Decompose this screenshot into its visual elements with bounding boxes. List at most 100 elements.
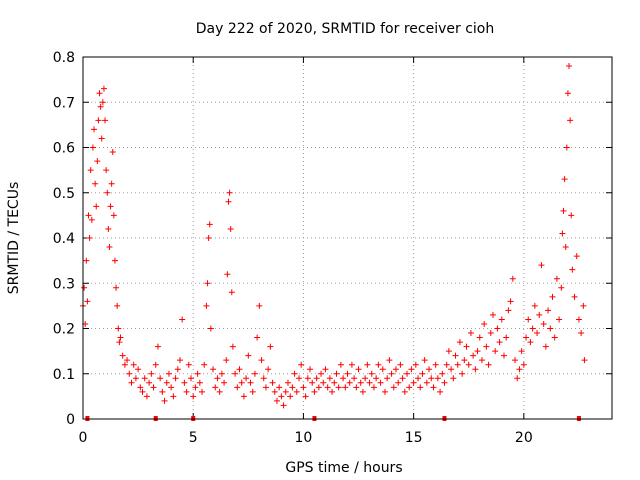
data-point — [273, 397, 280, 404]
data-point — [412, 361, 419, 368]
data-point — [421, 357, 428, 364]
data-point — [168, 384, 175, 391]
data-point — [410, 379, 417, 386]
data-point — [95, 117, 102, 124]
data-point — [141, 375, 148, 382]
data-point — [135, 366, 142, 373]
data-point — [207, 325, 214, 332]
data-point — [93, 203, 100, 210]
data-point — [276, 384, 283, 391]
y-tick-label: 0.1 — [53, 367, 75, 383]
data-point — [130, 361, 137, 368]
data-point — [454, 361, 461, 368]
data-point — [238, 379, 245, 386]
data-point — [212, 384, 219, 391]
data-point — [229, 343, 236, 350]
data-point — [284, 379, 291, 386]
data-point — [256, 302, 263, 309]
data-point — [397, 361, 404, 368]
data-point — [98, 135, 105, 142]
data-point — [245, 352, 252, 359]
data-point — [428, 375, 435, 382]
data-point — [165, 370, 172, 377]
data-point — [99, 99, 106, 106]
data-point — [386, 357, 393, 364]
data-point — [395, 379, 402, 386]
data-point — [340, 375, 347, 382]
data-point — [216, 388, 223, 395]
data-point — [126, 370, 133, 377]
data-point — [271, 388, 278, 395]
data-point — [115, 325, 122, 332]
data-point — [342, 384, 349, 391]
data-point — [249, 388, 256, 395]
data-point — [163, 379, 170, 386]
data-point — [102, 117, 109, 124]
data-point — [313, 375, 320, 382]
y-axis-label: SRMTID / TECUs — [6, 182, 22, 295]
data-point — [329, 388, 336, 395]
data-point — [232, 370, 239, 377]
data-point — [441, 379, 448, 386]
data-point — [575, 316, 582, 323]
data-point — [353, 384, 360, 391]
data-point — [518, 348, 525, 355]
data-point — [573, 253, 580, 260]
data-point — [443, 361, 450, 368]
data-point — [150, 384, 157, 391]
data-point — [476, 334, 483, 341]
data-point — [478, 357, 485, 364]
data-point — [109, 149, 116, 156]
data-point — [335, 384, 342, 391]
data-point — [311, 388, 318, 395]
data-point — [366, 379, 373, 386]
data-point — [293, 388, 300, 395]
data-point — [152, 361, 159, 368]
data-point — [296, 375, 303, 382]
data-point — [344, 370, 351, 377]
data-point — [426, 366, 433, 373]
data-point — [348, 361, 355, 368]
data-point — [85, 212, 92, 219]
data-point — [566, 63, 573, 70]
data-point — [185, 361, 192, 368]
data-point — [553, 275, 560, 282]
x-tick-label: 0 — [79, 430, 88, 446]
data-point — [355, 366, 362, 373]
data-point — [243, 375, 250, 382]
data-point — [465, 361, 472, 368]
data-point — [459, 370, 466, 377]
data-point — [392, 366, 399, 373]
data-point — [143, 393, 150, 400]
data-point — [86, 235, 93, 241]
y-tick-label: 0 — [66, 412, 75, 428]
data-point — [121, 361, 128, 368]
data-point — [531, 302, 538, 309]
x-axis-label: GPS time / hours — [285, 460, 402, 476]
data-point — [260, 375, 267, 382]
data-point — [97, 103, 104, 110]
data-point — [333, 370, 340, 377]
data-point — [448, 366, 455, 373]
data-point — [542, 343, 549, 350]
data-point — [351, 375, 358, 382]
data-point — [463, 343, 470, 350]
data-point — [326, 375, 333, 382]
data-point — [298, 361, 305, 368]
data-point — [370, 384, 377, 391]
data-point — [509, 275, 516, 282]
data-point — [287, 393, 294, 400]
data-point — [170, 393, 177, 400]
data-point — [563, 144, 570, 151]
data-point — [137, 384, 144, 391]
data-point — [406, 384, 413, 391]
data-point — [210, 366, 217, 373]
data-point — [430, 384, 437, 391]
data-point — [415, 375, 422, 382]
data-point — [94, 158, 101, 165]
data-point — [107, 203, 114, 210]
data-point — [300, 384, 307, 391]
data-point — [498, 316, 505, 323]
data-point — [373, 375, 380, 382]
data-point — [320, 379, 327, 386]
